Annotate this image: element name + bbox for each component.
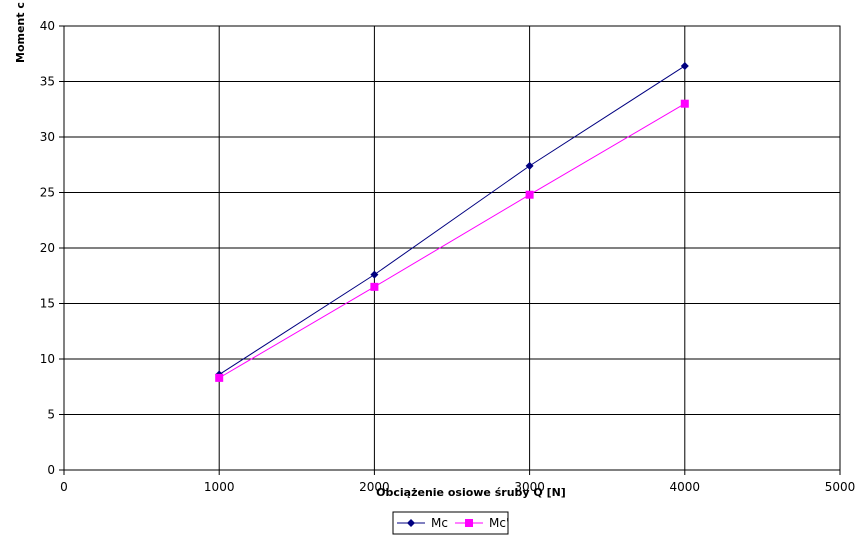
y-tick-label: 0 [47, 463, 55, 477]
y-tick-label: 30 [40, 130, 55, 144]
marker [525, 161, 534, 170]
marker [215, 373, 224, 382]
y-tick-label: 10 [40, 352, 55, 366]
x-tick-label: 5000 [825, 480, 856, 494]
x-tick-label: 1000 [204, 480, 235, 494]
y-tick-label: 20 [40, 241, 55, 255]
x-tick-label: 3000 [514, 480, 545, 494]
legend [392, 511, 509, 535]
y-tick-label: 5 [47, 408, 55, 422]
x-tick-label: 4000 [670, 480, 701, 494]
x-axis-label: Obciążenie osiowe śruby Q [N] [376, 486, 566, 499]
marker [407, 519, 415, 527]
x-tick-label: 2000 [359, 480, 390, 494]
y-tick-label: 15 [40, 297, 55, 311]
series-line [218, 103, 686, 379]
x-tick-label: 0 [60, 480, 68, 494]
legend-label: Mc' [489, 516, 509, 530]
y-axis-label: Moment c [14, 2, 27, 63]
marker [370, 270, 379, 279]
legend-label: Mc [431, 516, 448, 530]
marker [465, 519, 473, 527]
series-line [218, 65, 686, 375]
marker [370, 282, 379, 291]
marker [680, 61, 689, 70]
y-tick-label: 25 [40, 186, 55, 200]
y-tick-label: 35 [40, 75, 55, 89]
marker [525, 190, 534, 199]
marker [680, 99, 689, 108]
y-tick-label: 40 [40, 19, 55, 33]
